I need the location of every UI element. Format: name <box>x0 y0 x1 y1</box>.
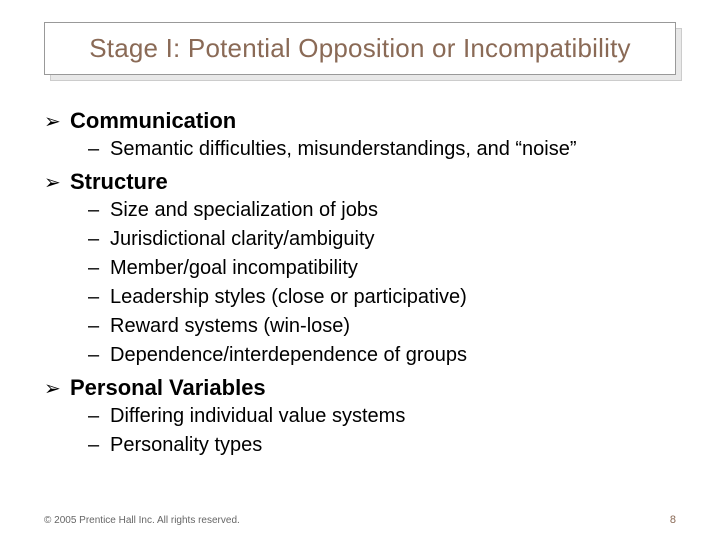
dash-icon: – <box>88 315 110 338</box>
content-area: ➢ Communication – Semantic difficulties,… <box>44 108 684 461</box>
dash-icon: – <box>88 344 110 367</box>
dash-icon: – <box>88 257 110 280</box>
copyright-text: © 2005 Prentice Hall Inc. All rights res… <box>44 515 240 526</box>
bullet-level1: ➢ Structure <box>44 169 684 195</box>
dash-icon: – <box>88 228 110 251</box>
bullet-level1: ➢ Personal Variables <box>44 375 684 401</box>
bullet-text: Dependence/interdependence of groups <box>110 342 467 369</box>
bullet-label: Personal Variables <box>70 375 266 401</box>
page-number: 8 <box>670 514 676 526</box>
title-box: Stage I: Potential Opposition or Incompa… <box>44 22 676 75</box>
bullet-level2: – Member/goal incompatibility <box>88 255 684 282</box>
bullet-level1: ➢ Communication <box>44 108 684 134</box>
bullet-text: Leadership styles (close or participativ… <box>110 284 467 311</box>
bullet-level2: – Jurisdictional clarity/ambiguity <box>88 226 684 253</box>
bullet-level2: – Semantic difficulties, misunderstandin… <box>88 136 684 163</box>
bullet-level2: – Leadership styles (close or participat… <box>88 284 684 311</box>
bullet-text: Differing individual value systems <box>110 403 405 430</box>
dash-icon: – <box>88 405 110 428</box>
bullet-text: Member/goal incompatibility <box>110 255 358 282</box>
slide-title: Stage I: Potential Opposition or Incompa… <box>59 33 661 64</box>
dash-icon: – <box>88 138 110 161</box>
bullet-level2: – Dependence/interdependence of groups <box>88 342 684 369</box>
bullet-text: Semantic difficulties, misunderstandings… <box>110 136 577 163</box>
bullet-text: Personality types <box>110 432 262 459</box>
arrow-icon: ➢ <box>44 376 70 401</box>
bullet-text: Size and specialization of jobs <box>110 197 378 224</box>
dash-icon: – <box>88 199 110 222</box>
bullet-level2: – Differing individual value systems <box>88 403 684 430</box>
bullet-level2: – Size and specialization of jobs <box>88 197 684 224</box>
title-container: Stage I: Potential Opposition or Incompa… <box>44 22 676 75</box>
slide: Stage I: Potential Opposition or Incompa… <box>0 0 720 540</box>
arrow-icon: ➢ <box>44 109 70 134</box>
bullet-level2: – Reward systems (win-lose) <box>88 313 684 340</box>
bullet-level2: – Personality types <box>88 432 684 459</box>
bullet-text: Jurisdictional clarity/ambiguity <box>110 226 375 253</box>
bullet-label: Structure <box>70 169 168 195</box>
bullet-label: Communication <box>70 108 236 134</box>
footer: © 2005 Prentice Hall Inc. All rights res… <box>44 514 676 526</box>
dash-icon: – <box>88 286 110 309</box>
bullet-text: Reward systems (win-lose) <box>110 313 350 340</box>
arrow-icon: ➢ <box>44 170 70 195</box>
dash-icon: – <box>88 434 110 457</box>
